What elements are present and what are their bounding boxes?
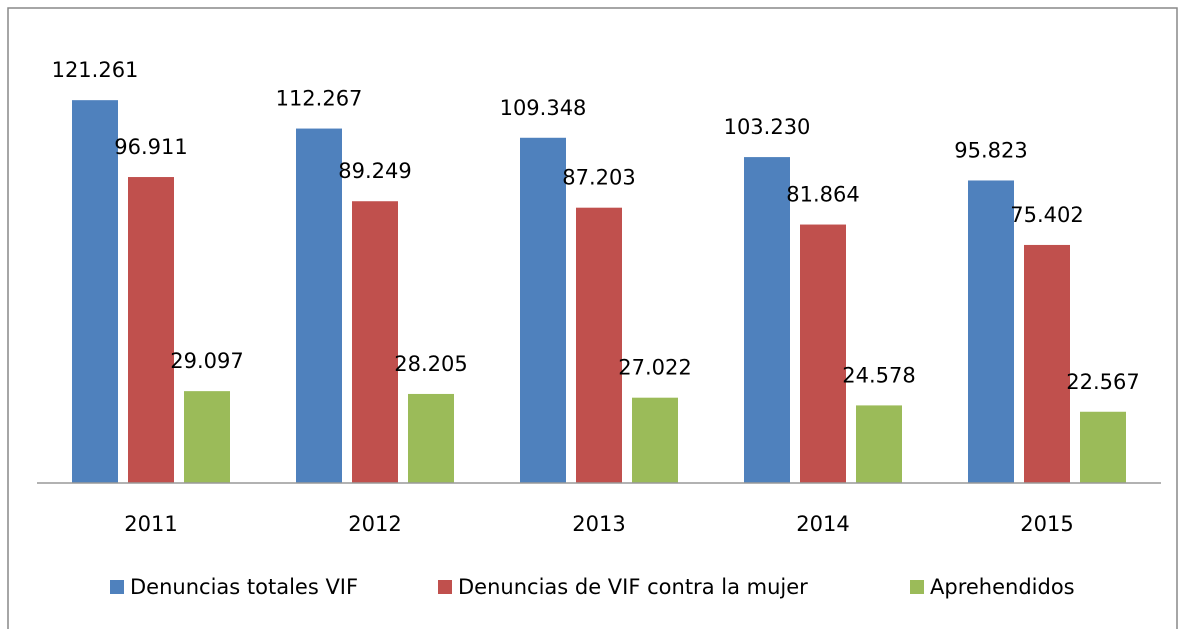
bar xyxy=(968,180,1014,484)
value-label: 89.249 xyxy=(338,159,411,183)
bar xyxy=(296,128,342,483)
legend-swatch xyxy=(110,580,124,594)
x-tick-label: 2011 xyxy=(124,512,177,536)
bar xyxy=(744,157,790,484)
bar xyxy=(1024,244,1070,483)
bar xyxy=(632,397,678,483)
x-tick-label: 2012 xyxy=(348,512,401,536)
legend-label: Denuncias totales VIF xyxy=(130,575,358,599)
value-label: 24.578 xyxy=(842,363,915,387)
bar xyxy=(72,100,118,484)
legend-swatch xyxy=(438,580,452,594)
x-tick-label: 2014 xyxy=(796,512,849,536)
value-label: 103.230 xyxy=(724,115,811,139)
bar xyxy=(800,224,846,484)
bar xyxy=(576,207,622,483)
legend-label: Aprehendidos xyxy=(930,575,1075,599)
value-label: 87.203 xyxy=(562,166,635,190)
value-label: 112.267 xyxy=(276,87,363,111)
legend-swatch xyxy=(910,580,924,594)
bar xyxy=(128,177,174,483)
bar xyxy=(408,393,454,483)
bar xyxy=(352,201,398,484)
value-label: 95.823 xyxy=(954,138,1027,162)
value-label: 27.022 xyxy=(618,356,691,380)
value-label: 96.911 xyxy=(114,135,187,159)
bar xyxy=(520,137,566,483)
x-tick-label: 2015 xyxy=(1020,512,1073,536)
legend-label: Denuncias de VIF contra la mujer xyxy=(458,575,808,599)
value-label: 75.402 xyxy=(1010,203,1083,227)
value-label: 29.097 xyxy=(170,349,243,373)
bar xyxy=(1080,411,1126,483)
bar xyxy=(184,391,230,483)
value-label: 109.348 xyxy=(500,96,587,120)
value-label: 81.864 xyxy=(786,183,859,207)
x-tick-label: 2013 xyxy=(572,512,625,536)
bar xyxy=(856,405,902,483)
value-label: 22.567 xyxy=(1066,370,1139,394)
value-label: 121.261 xyxy=(52,58,139,82)
chart-frame xyxy=(7,7,1178,629)
value-label: 28.205 xyxy=(394,352,467,376)
